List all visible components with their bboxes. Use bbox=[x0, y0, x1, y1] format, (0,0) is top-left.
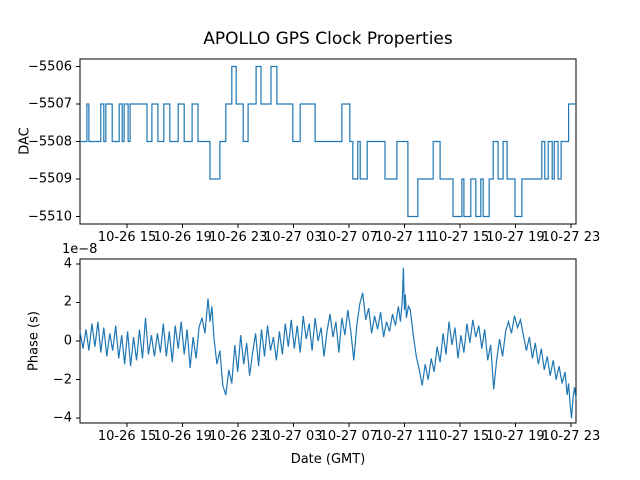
x-tick-label: 10-27 19 bbox=[486, 429, 545, 444]
x-tick-label: 10-26 19 bbox=[153, 230, 212, 245]
phase-noise-line bbox=[79, 267, 577, 419]
x-tick-label: 10-26 15 bbox=[97, 429, 157, 444]
y-tick-label: −5507 bbox=[28, 96, 72, 112]
chart-title: APOLLO GPS Clock Properties bbox=[203, 29, 453, 49]
x-tick-label: 10-27 07 bbox=[319, 230, 379, 245]
y-tick-label: −5510 bbox=[28, 209, 72, 224]
x-tick-label: 10-27 03 bbox=[264, 230, 323, 245]
offset-exponent-label: 1e−8 bbox=[62, 242, 98, 257]
x-tick-label: 10-26 23 bbox=[208, 429, 268, 444]
axes-frame bbox=[79, 258, 577, 424]
x-tick-label: 10-27 11 bbox=[375, 429, 434, 444]
x-tick-label: 10-27 07 bbox=[319, 429, 379, 444]
y-tick-label: 4 bbox=[63, 256, 72, 272]
y-tick-label: −4 bbox=[52, 410, 72, 426]
y-tick-label: −5508 bbox=[28, 134, 72, 149]
date-axis-label: Date (GMT) bbox=[290, 452, 366, 467]
x-tick-label: 10-27 03 bbox=[264, 429, 323, 444]
x-tick-label: 10-27 11 bbox=[375, 230, 434, 245]
y-tick-label: −5509 bbox=[28, 171, 72, 187]
x-tick-label: 10-27 23 bbox=[541, 429, 601, 444]
x-tick-label: 10-27 15 bbox=[430, 230, 490, 245]
y-tick-label: 2 bbox=[63, 294, 72, 310]
x-tick-label: 10-27 23 bbox=[541, 230, 601, 245]
dac-step-line bbox=[80, 65, 576, 218]
x-tick-label: 10-27 15 bbox=[430, 429, 490, 444]
y-tick-label: 0 bbox=[63, 333, 72, 349]
x-tick-label: 10-26 19 bbox=[153, 429, 212, 444]
x-tick-label: 10-26 15 bbox=[97, 230, 157, 245]
y-tick-label: −2 bbox=[52, 372, 72, 388]
x-tick-label: 10-27 19 bbox=[486, 230, 545, 245]
y-tick-label: −5506 bbox=[28, 59, 72, 74]
x-tick-label: 10-26 23 bbox=[208, 230, 268, 245]
